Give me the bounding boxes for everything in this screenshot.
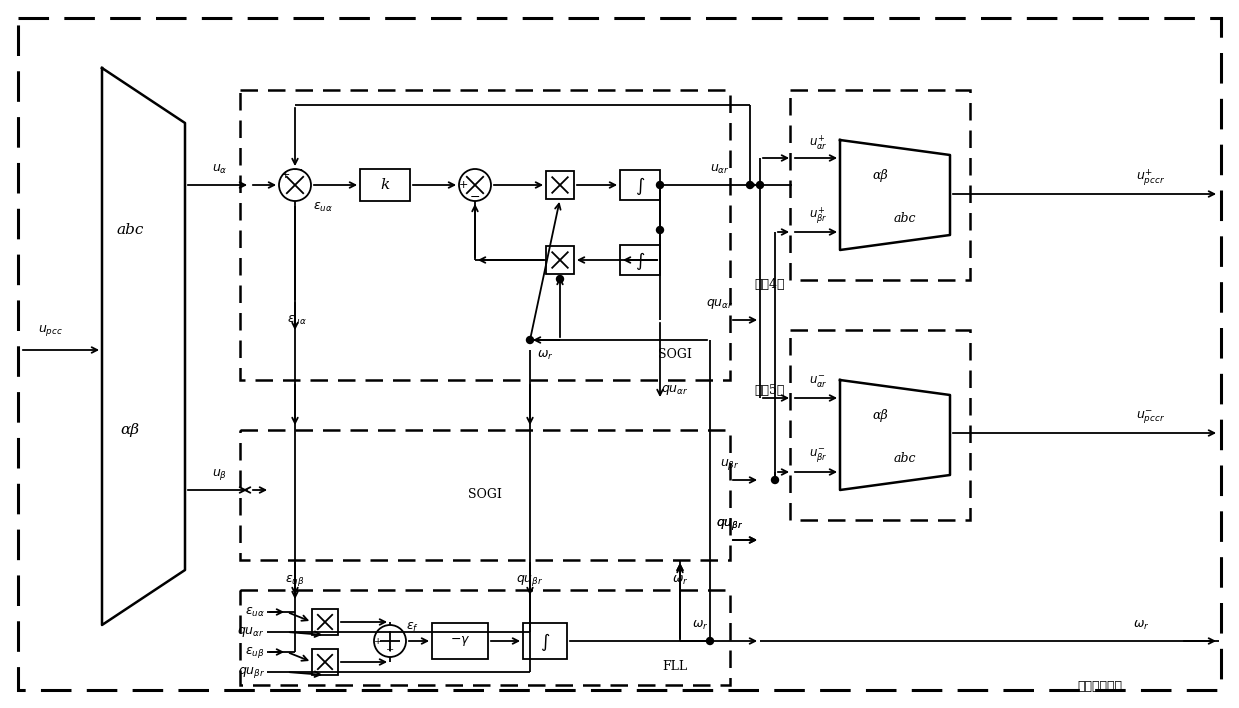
Bar <box>312 609 338 635</box>
Text: +: + <box>385 645 394 654</box>
Bar <box>620 170 660 200</box>
Text: $u_{αr}^{-}$: $u_{αr}^{-}$ <box>809 375 828 389</box>
Text: $u_{β}$: $u_{β}$ <box>212 467 228 481</box>
Text: $u_{αr}^{+}$: $u_{αr}^{+}$ <box>809 134 828 152</box>
Text: $qu_{βr}$: $qu_{βr}$ <box>716 517 743 532</box>
Text: $u_{βr}$: $u_{βr}$ <box>720 457 740 472</box>
Bar <box>432 623 488 659</box>
Circle shape <box>556 275 564 282</box>
Text: −: − <box>292 164 304 177</box>
Text: αβ: αβ <box>120 423 140 437</box>
Circle shape <box>279 169 311 201</box>
Circle shape <box>757 181 763 188</box>
Text: +: + <box>374 636 382 646</box>
Bar <box>620 245 660 275</box>
Text: abc: abc <box>893 452 917 464</box>
Bar <box>523 623 567 659</box>
Text: $ω_r$: $ω_r$ <box>1132 619 1150 632</box>
Text: $qu_{βr}$: $qu_{βr}$ <box>517 573 544 588</box>
Circle shape <box>706 637 714 644</box>
Text: SOGI: SOGI <box>658 348 691 362</box>
Polygon shape <box>840 140 950 250</box>
Bar <box>546 246 574 274</box>
Text: FLL: FLL <box>663 661 688 673</box>
Circle shape <box>747 181 753 188</box>
Polygon shape <box>840 380 950 490</box>
Circle shape <box>657 227 664 234</box>
Bar <box>240 430 730 560</box>
Bar <box>240 90 730 380</box>
Text: 式（5）: 式（5） <box>755 384 786 396</box>
Text: $ε_{uβ}$: $ε_{uβ}$ <box>245 644 265 659</box>
Text: $u_{pcc}$: $u_{pcc}$ <box>37 323 62 338</box>
Bar <box>240 590 730 685</box>
Text: $qu_{αr}$: $qu_{αr}$ <box>238 625 265 639</box>
Bar <box>546 171 574 199</box>
Circle shape <box>374 625 406 657</box>
Circle shape <box>527 336 534 343</box>
Text: SOGI: SOGI <box>468 489 502 501</box>
Circle shape <box>772 476 778 484</box>
Bar <box>790 90 970 280</box>
Text: $ε_f$: $ε_f$ <box>405 620 419 634</box>
Text: $-\gamma$: $-\gamma$ <box>450 634 471 648</box>
Text: ∫: ∫ <box>636 177 644 195</box>
Text: −: − <box>470 190 481 203</box>
Text: $qu_{βr}$: $qu_{βr}$ <box>716 517 743 532</box>
Text: $ε_{uα}$: $ε_{uα}$ <box>245 605 265 619</box>
Text: $ω_r$: $ω_r$ <box>536 348 554 362</box>
Circle shape <box>657 181 664 188</box>
Bar <box>361 169 410 201</box>
Text: $u_{pccr}^{+}$: $u_{pccr}^{+}$ <box>1136 168 1166 188</box>
Text: $u_{pccr}^{-}$: $u_{pccr}^{-}$ <box>1136 408 1166 426</box>
Text: ∫: ∫ <box>540 633 550 651</box>
Text: $ω_r$: $ω_r$ <box>672 573 688 586</box>
Text: $qu_{βr}$: $qu_{βr}$ <box>238 665 265 680</box>
Bar <box>312 649 338 675</box>
Text: $qu_{αr}$: $qu_{αr}$ <box>706 297 733 311</box>
Text: $u_{αr}$: $u_{αr}$ <box>710 162 730 176</box>
Circle shape <box>458 169 491 201</box>
Text: αβ: αβ <box>872 169 888 181</box>
Text: abc: abc <box>116 223 144 237</box>
Text: $qu_{αr}$: $qu_{αr}$ <box>662 383 689 397</box>
Bar <box>790 330 970 520</box>
Text: ∫: ∫ <box>636 252 644 270</box>
Text: abc: abc <box>893 212 917 224</box>
Text: $ε_{uα}$: $ε_{uα}$ <box>313 200 333 214</box>
Text: $u_{βr}^{-}$: $u_{βr}^{-}$ <box>809 447 828 464</box>
Text: $u_{α}$: $u_{α}$ <box>212 162 228 176</box>
Text: $ε_{uα}$: $ε_{uα}$ <box>287 314 307 326</box>
Text: αβ: αβ <box>872 409 888 421</box>
Text: $ω_r$: $ω_r$ <box>691 619 709 632</box>
Text: $ε_{uβ}$: $ε_{uβ}$ <box>285 573 305 588</box>
Text: +: + <box>281 171 290 181</box>
Text: k: k <box>380 178 389 192</box>
Text: $u_{βr}^{+}$: $u_{βr}^{+}$ <box>809 205 828 227</box>
Text: +: + <box>458 180 467 190</box>
Text: 谐振检测模块: 谐振检测模块 <box>1078 680 1123 692</box>
Text: 式（4）: 式（4） <box>755 278 786 292</box>
